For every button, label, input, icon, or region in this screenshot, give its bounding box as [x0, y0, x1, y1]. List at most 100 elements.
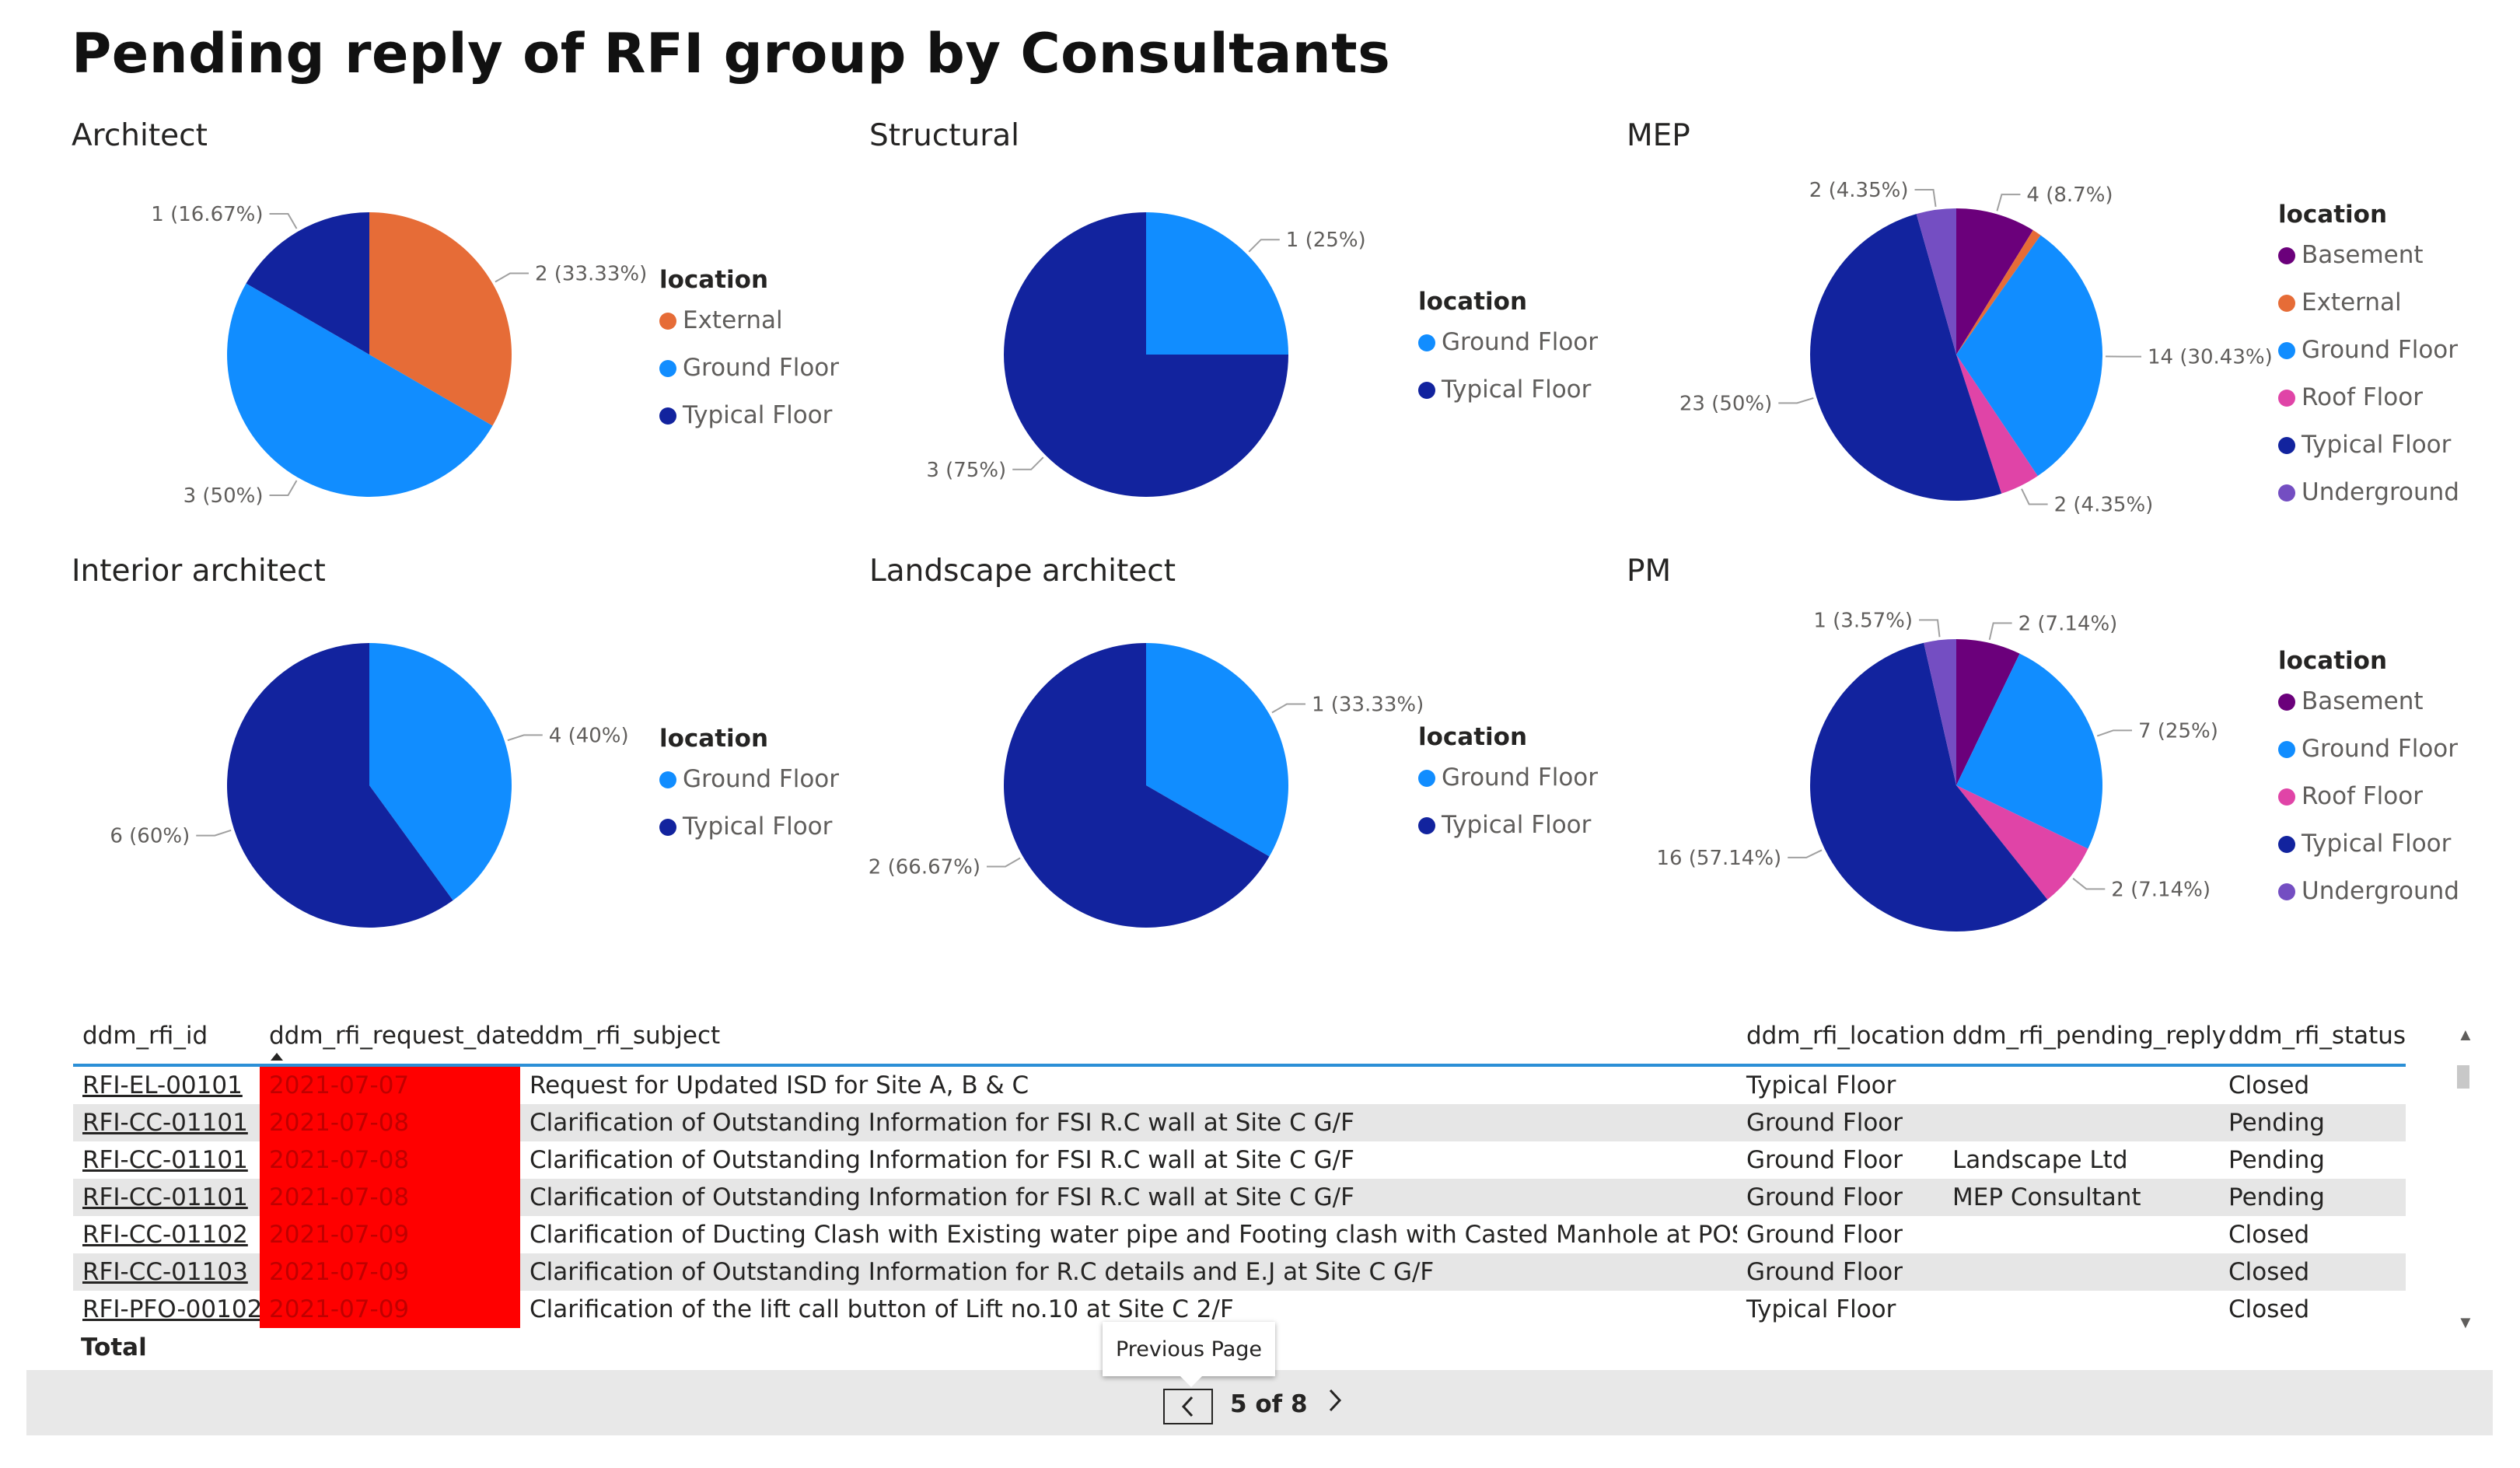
chart-interior-architect[interactable]: Interior architect 4 (40%) 6 (60%) location…: [72, 554, 849, 973]
data-label: 3 (75%): [926, 459, 1006, 482]
pie-chart[interactable]: 2 (7.14%) 7 (25%) 2 (7.14%) 16 (57.14%) 1 (3…: [1627, 554, 2404, 973]
pie-slice-typical-floor[interactable]: [1004, 643, 1270, 928]
pie-slice-roof-floor[interactable]: [1956, 785, 2088, 900]
pie-slice-typical-floor[interactable]: [226, 643, 453, 928]
pie-slice-typical-floor[interactable]: [1809, 214, 2002, 502]
legend-label: Typical Floor: [2302, 431, 2452, 459]
chart-architect[interactable]: Architect 2 (33.33%) 3 (50%) 1 (16.67%) loca…: [72, 118, 849, 538]
pie-slice-ground-floor[interactable]: [1146, 643, 1288, 857]
column-header-ddm-rfi-status[interactable]: ddm_rfi_status: [2219, 1011, 2406, 1067]
chart-pm[interactable]: PM 2 (7.14%) 7 (25%) 2 (7.14%) 16 (57.14%) 1 …: [1627, 554, 2459, 973]
pie-slice-basement[interactable]: [1956, 208, 2033, 355]
table-row[interactable]: RFI-CC-01101 2021-07-08 Clarification of O…: [73, 1141, 2406, 1179]
legend-marker-icon: [2278, 788, 2295, 806]
cell-ddm-rfi-pending-reply: [1943, 1291, 2219, 1328]
legend-label: Typical Floor: [1442, 811, 1592, 839]
pie-slice-ground-floor[interactable]: [1956, 235, 2102, 477]
cell-ddm-rfi-request-date: 2021-07-08: [260, 1141, 520, 1179]
scroll-down-icon[interactable]: ▼: [2457, 1312, 2474, 1332]
chart-landscape-architect[interactable]: Landscape architect 1 (33.33%) 2 (66.67%) l…: [869, 554, 1647, 973]
pie-chart[interactable]: 4 (40%) 6 (60%): [72, 554, 849, 973]
cell-ddm-rfi-pending-reply: MEP Consultant: [1943, 1179, 2219, 1216]
cell-ddm-rfi-id[interactable]: RFI-CC-01101: [73, 1104, 260, 1141]
cell-ddm-rfi-id[interactable]: RFI-CC-01101: [82, 1146, 248, 1174]
legend-marker-icon: [2278, 390, 2295, 407]
legend-item-typical-floor[interactable]: Typical Floor: [659, 813, 839, 860]
pie-slice-ground-floor[interactable]: [1146, 212, 1288, 355]
legend-item-typical-floor[interactable]: Typical Floor: [2278, 830, 2459, 877]
cell-ddm-rfi-id[interactable]: RFI-CC-01101: [73, 1179, 260, 1216]
legend-item-ground-floor[interactable]: Ground Floor: [659, 765, 839, 813]
data-label: 23 (50%): [1679, 392, 1772, 415]
data-label-leader: [2072, 877, 2106, 890]
chart-structural[interactable]: Structural 1 (25%) 3 (75%) location Ground F…: [869, 118, 1647, 538]
legend-item-ground-floor[interactable]: Ground Floor: [1418, 764, 1598, 811]
pie-slice-ground-floor[interactable]: [1956, 653, 2102, 849]
pie-slice-external[interactable]: [1956, 230, 2041, 355]
legend-item-typical-floor[interactable]: Typical Floor: [2278, 431, 2459, 478]
pie-slice-underground[interactable]: [1924, 639, 1956, 785]
legend-marker-icon: [2278, 295, 2295, 312]
column-header-label: ddm_rfi_id: [82, 1022, 208, 1050]
legend-item-basement[interactable]: Basement: [2278, 687, 2459, 735]
rfi-table[interactable]: ddm_rfi_id ddm_rfi_request_date ddm_rfi_su…: [73, 1011, 2406, 1353]
pie-chart[interactable]: 1 (25%) 3 (75%): [869, 118, 1647, 538]
legend-label: Typical Floor: [683, 813, 833, 841]
cell-ddm-rfi-id[interactable]: RFI-CC-01102: [82, 1221, 248, 1249]
cell-ddm-rfi-subject: Clarification of Ducting Clash with Exis…: [530, 1221, 1737, 1249]
legend-item-ground-floor[interactable]: Ground Floor: [659, 354, 839, 401]
data-label-leader: [495, 272, 529, 283]
pie-slice-ground-floor[interactable]: [227, 283, 493, 497]
cell-ddm-rfi-location: Ground Floor: [1746, 1221, 1903, 1249]
pie-slice-typical-floor[interactable]: [1004, 212, 1288, 497]
scrollbar-thumb[interactable]: [2457, 1065, 2469, 1089]
column-header-ddm-rfi-location[interactable]: ddm_rfi_location: [1737, 1011, 1945, 1067]
column-header-ddm-rfi-pending-reply[interactable]: ddm_rfi_pending_reply: [1943, 1011, 2226, 1067]
pie-slice-typical-floor[interactable]: [246, 212, 369, 355]
legend-item-ground-floor[interactable]: Ground Floor: [2278, 735, 2459, 782]
cell-ddm-rfi-id[interactable]: RFI-PFO-00102: [82, 1295, 260, 1323]
column-header-ddm-rfi-id[interactable]: ddm_rfi_id: [73, 1011, 260, 1067]
column-header-ddm-rfi-subject[interactable]: ddm_rfi_subject: [520, 1011, 1737, 1067]
pie-slice-basement[interactable]: [1956, 639, 2020, 785]
legend-item-roof-floor[interactable]: Roof Floor: [2278, 383, 2459, 431]
pie-chart[interactable]: 2 (33.33%) 3 (50%) 1 (16.67%): [72, 118, 849, 538]
legend-item-typical-floor[interactable]: Typical Floor: [659, 401, 839, 449]
legend-item-basement[interactable]: Basement: [2278, 241, 2459, 288]
legend-item-external[interactable]: External: [2278, 288, 2459, 336]
chart-mep[interactable]: MEP 4 (8.7%) 14 (30.43%) 2 (4.35%) 23 (50%) 2…: [1627, 118, 2459, 538]
pie-chart[interactable]: 4 (8.7%) 14 (30.43%) 2 (4.35%) 23 (50%) 2 (4…: [1627, 118, 2404, 538]
chart-title: MEP: [1627, 118, 1690, 153]
pie-slice-typical-floor[interactable]: [1810, 642, 2048, 931]
table-row[interactable]: RFI-EL-00101 2021-07-07 Request for Update…: [73, 1065, 2406, 1104]
table-row[interactable]: RFI-CC-01103 2021-07-09 Clarification of O…: [73, 1253, 2406, 1291]
legend-item-ground-floor[interactable]: Ground Floor: [1418, 328, 1598, 376]
table-row[interactable]: RFI-CC-01101 2021-07-08 Clarification of O…: [73, 1179, 2406, 1216]
legend-item-external[interactable]: External: [659, 306, 839, 354]
cell-ddm-rfi-location: Ground Floor: [1746, 1146, 1903, 1174]
legend-item-typical-floor[interactable]: Typical Floor: [1418, 376, 1598, 423]
data-label-leader: [987, 857, 1021, 868]
pie-slice-underground[interactable]: [1916, 208, 1956, 355]
column-header-ddm-rfi-request-date[interactable]: ddm_rfi_request_date: [260, 1011, 530, 1067]
pie-slice-external[interactable]: [369, 212, 512, 426]
legend-item-roof-floor[interactable]: Roof Floor: [2278, 782, 2459, 830]
scroll-up-icon[interactable]: ▲: [2457, 1025, 2474, 1044]
cell-ddm-rfi-id[interactable]: RFI-EL-00101: [82, 1071, 243, 1099]
next-page-button[interactable]: [1326, 1387, 1344, 1421]
cell-ddm-rfi-id[interactable]: RFI-CC-01103: [73, 1253, 260, 1291]
sort-ascending-icon[interactable]: [271, 1053, 283, 1061]
previous-page-button[interactable]: [1163, 1389, 1213, 1424]
legend-item-typical-floor[interactable]: Typical Floor: [1418, 811, 1598, 858]
table-row[interactable]: RFI-CC-01102 2021-07-09 Clarification of D…: [73, 1216, 2406, 1253]
legend-item-underground[interactable]: Underground: [2278, 877, 2459, 924]
legend-item-underground[interactable]: Underground: [2278, 478, 2459, 526]
legend-item-ground-floor[interactable]: Ground Floor: [2278, 336, 2459, 383]
cell-ddm-rfi-status: Closed: [2228, 1071, 2310, 1099]
pie-slice-ground-floor[interactable]: [369, 643, 512, 901]
pie-slice-roof-floor[interactable]: [1956, 355, 2038, 494]
table-row[interactable]: RFI-CC-01101 2021-07-08 Clarification of O…: [73, 1104, 2406, 1141]
table-row[interactable]: RFI-PFO-00102 2021-07-09 Clarification of …: [73, 1291, 2406, 1328]
pie-chart[interactable]: 1 (33.33%) 2 (66.67%): [869, 554, 1647, 973]
cell-ddm-rfi-request-date: 2021-07-09: [260, 1253, 520, 1291]
